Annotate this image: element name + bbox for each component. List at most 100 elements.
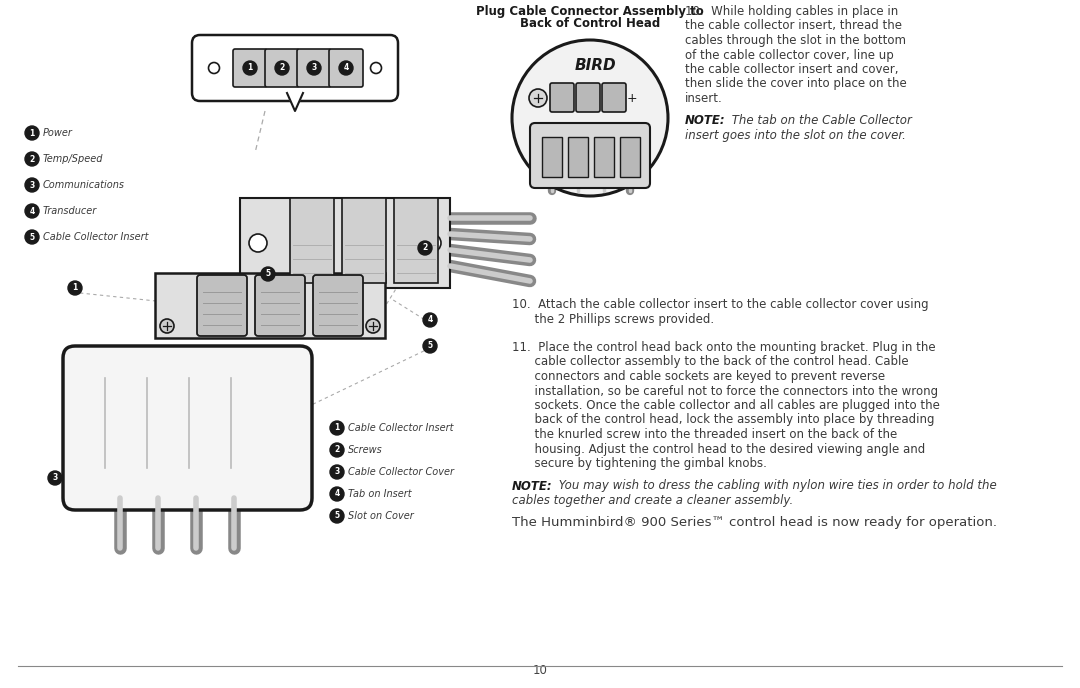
Text: The tab on the Cable Collector: The tab on the Cable Collector: [728, 114, 912, 127]
Circle shape: [330, 487, 345, 501]
FancyBboxPatch shape: [329, 49, 363, 87]
Text: NOTE:: NOTE:: [685, 114, 726, 127]
Text: 2: 2: [280, 63, 285, 72]
Circle shape: [25, 178, 39, 192]
FancyBboxPatch shape: [342, 198, 386, 283]
FancyBboxPatch shape: [156, 273, 384, 338]
Text: cables through the slot in the bottom: cables through the slot in the bottom: [685, 34, 906, 47]
Circle shape: [160, 319, 174, 333]
Polygon shape: [287, 93, 303, 111]
Circle shape: [275, 61, 289, 75]
Circle shape: [512, 40, 669, 196]
Text: Slot on Cover: Slot on Cover: [348, 511, 414, 521]
FancyBboxPatch shape: [233, 49, 267, 87]
Circle shape: [370, 63, 381, 74]
Circle shape: [25, 230, 39, 244]
Text: 3: 3: [52, 473, 57, 482]
Text: NOTE:: NOTE:: [512, 480, 553, 493]
FancyBboxPatch shape: [568, 137, 588, 177]
Circle shape: [48, 471, 62, 485]
Text: 3: 3: [311, 63, 316, 72]
FancyBboxPatch shape: [313, 275, 363, 336]
Text: 4: 4: [29, 206, 35, 215]
Text: 5: 5: [428, 341, 433, 350]
Circle shape: [261, 267, 275, 281]
Text: Plug Cable Connector Assembly to: Plug Cable Connector Assembly to: [476, 5, 704, 18]
Text: You may wish to dress the cabling with nylon wire ties in order to hold the: You may wish to dress the cabling with n…: [555, 480, 997, 493]
FancyBboxPatch shape: [255, 275, 305, 336]
Text: the knurled screw into the threaded insert on the back of the: the knurled screw into the threaded inse…: [512, 428, 897, 441]
FancyBboxPatch shape: [297, 49, 330, 87]
Text: insert goes into the slot on the cover.: insert goes into the slot on the cover.: [685, 129, 906, 142]
FancyBboxPatch shape: [63, 346, 312, 510]
Circle shape: [208, 63, 219, 74]
Text: 5: 5: [335, 511, 339, 521]
FancyBboxPatch shape: [197, 275, 247, 336]
Text: 3: 3: [29, 180, 35, 189]
Text: 4: 4: [343, 63, 349, 72]
Text: +: +: [626, 92, 637, 105]
Text: Tab on Insert: Tab on Insert: [348, 489, 411, 499]
Text: Communications: Communications: [43, 180, 125, 190]
FancyBboxPatch shape: [394, 198, 438, 283]
FancyBboxPatch shape: [192, 35, 399, 101]
Text: The Humminbird® 900 Series™ control head is now ready for operation.: The Humminbird® 900 Series™ control head…: [512, 516, 997, 529]
Text: Cable Collector Insert: Cable Collector Insert: [348, 423, 454, 433]
Circle shape: [330, 421, 345, 435]
Circle shape: [25, 152, 39, 166]
Text: housing. Adjust the control head to the desired viewing angle and: housing. Adjust the control head to the …: [512, 442, 926, 455]
FancyBboxPatch shape: [542, 137, 562, 177]
Text: insert.: insert.: [685, 92, 723, 105]
Text: 4: 4: [428, 316, 433, 325]
Circle shape: [418, 241, 432, 255]
FancyBboxPatch shape: [594, 137, 615, 177]
Text: 3: 3: [335, 468, 339, 477]
Circle shape: [68, 281, 82, 295]
FancyBboxPatch shape: [291, 198, 334, 283]
Text: BIRD: BIRD: [575, 58, 616, 73]
Text: Temp/Speed: Temp/Speed: [43, 154, 104, 164]
Circle shape: [339, 61, 353, 75]
Circle shape: [25, 126, 39, 140]
Text: 10: 10: [532, 664, 548, 677]
Text: the 2 Phillips screws provided.: the 2 Phillips screws provided.: [512, 312, 714, 325]
FancyBboxPatch shape: [240, 198, 450, 288]
Circle shape: [25, 204, 39, 218]
Circle shape: [330, 465, 345, 479]
Text: 2: 2: [422, 244, 428, 252]
FancyBboxPatch shape: [550, 83, 573, 112]
Circle shape: [330, 509, 345, 523]
FancyBboxPatch shape: [265, 49, 299, 87]
Text: installation, so be careful not to force the connectors into the wrong: installation, so be careful not to force…: [512, 385, 939, 398]
FancyBboxPatch shape: [530, 123, 650, 188]
FancyBboxPatch shape: [602, 83, 626, 112]
Text: cables together and create a cleaner assembly.: cables together and create a cleaner ass…: [512, 494, 793, 507]
Text: Power: Power: [43, 128, 72, 138]
Text: 2: 2: [29, 155, 35, 164]
FancyBboxPatch shape: [576, 83, 600, 112]
Text: 1: 1: [247, 63, 253, 72]
Text: the cable collector insert and cover,: the cable collector insert and cover,: [685, 63, 899, 76]
Text: Cable Collector Cover: Cable Collector Cover: [348, 467, 454, 477]
FancyBboxPatch shape: [620, 137, 640, 177]
Text: 11.  Place the control head back onto the mounting bracket. Plug in the: 11. Place the control head back onto the…: [512, 341, 935, 354]
Circle shape: [423, 234, 441, 252]
Text: 1: 1: [335, 424, 339, 433]
Text: 1: 1: [29, 129, 35, 138]
Circle shape: [529, 89, 546, 107]
Text: 2: 2: [335, 446, 339, 455]
Text: Cable Collector Insert: Cable Collector Insert: [43, 232, 149, 242]
Text: Screws: Screws: [348, 445, 382, 455]
Text: then slide the cover into place on the: then slide the cover into place on the: [685, 78, 907, 91]
Text: secure by tightening the gimbal knobs.: secure by tightening the gimbal knobs.: [512, 457, 767, 470]
Circle shape: [423, 313, 437, 327]
Circle shape: [423, 339, 437, 353]
Text: 1: 1: [72, 283, 78, 292]
Circle shape: [243, 61, 257, 75]
Text: 5: 5: [29, 233, 35, 241]
Circle shape: [366, 319, 380, 333]
Text: Transducer: Transducer: [43, 206, 97, 216]
Text: connectors and cable sockets are keyed to prevent reverse: connectors and cable sockets are keyed t…: [512, 370, 886, 383]
Circle shape: [307, 61, 321, 75]
Text: Back of Control Head: Back of Control Head: [519, 17, 660, 30]
